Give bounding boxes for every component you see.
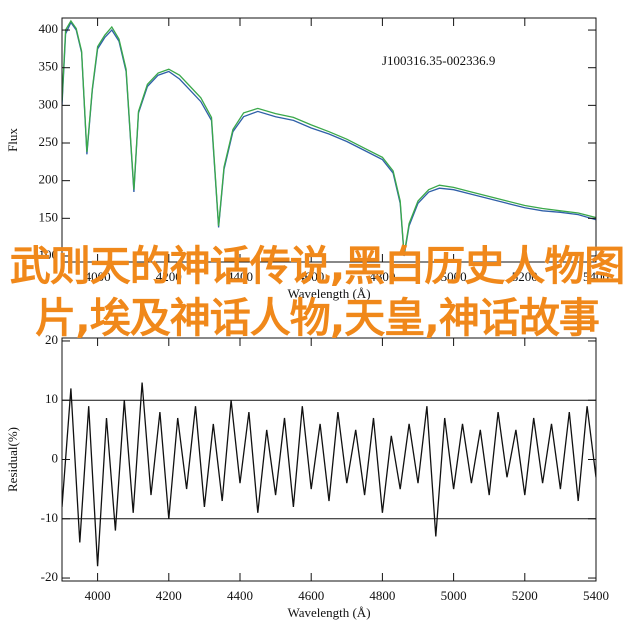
y-axis-label: Residual(%) xyxy=(5,427,20,492)
x-tick-label: 5200 xyxy=(512,588,538,603)
x-tick-label: 4600 xyxy=(298,269,324,284)
y-tick-label: 100 xyxy=(39,247,59,262)
y-tick-label: -20 xyxy=(41,569,58,584)
series-line xyxy=(62,19,596,255)
axes-frame xyxy=(61,337,597,582)
x-axis-label: Wavelength (Å) xyxy=(287,605,370,620)
x-tick-label: 4200 xyxy=(156,588,182,603)
y-tick-label: 300 xyxy=(39,96,59,111)
x-tick-label: 4000 xyxy=(85,269,111,284)
y-axis-label: Flux xyxy=(5,128,20,152)
x-tick-label: 4400 xyxy=(227,269,253,284)
y-tick-label: 0 xyxy=(52,450,59,465)
x-tick-label: 4400 xyxy=(227,588,253,603)
x-axis-label: Wavelength (Å) xyxy=(287,286,370,301)
axes-frame xyxy=(61,17,597,263)
x-tick-label: 4800 xyxy=(369,269,395,284)
y-tick-label: 250 xyxy=(39,134,59,149)
y-tick-label: 200 xyxy=(39,172,59,187)
plot-area xyxy=(62,19,596,257)
x-tick-label: 5200 xyxy=(512,269,538,284)
plot-area xyxy=(62,382,596,567)
overlay-title: 武则天的神话传说,黑白历史人物图片,埃及神话人物,天皇,神话故事 xyxy=(9,242,626,342)
x-tick-label: 5400 xyxy=(583,588,609,603)
annotation: J100316.35-002336.9 xyxy=(382,53,495,68)
series-line xyxy=(62,382,596,567)
y-tick-label: 10 xyxy=(45,391,58,406)
x-tick-label: 4200 xyxy=(156,269,182,284)
y-tick-label: 20 xyxy=(45,332,58,347)
x-tick-label: 5400 xyxy=(583,269,609,284)
x-tick-label: 5000 xyxy=(441,588,467,603)
y-tick-label: 400 xyxy=(39,21,59,36)
x-tick-label: 4000 xyxy=(85,588,111,603)
y-tick-label: 150 xyxy=(39,209,59,224)
x-tick-label: 4800 xyxy=(369,588,395,603)
x-tick-label: 4600 xyxy=(298,588,324,603)
x-tick-label: 5000 xyxy=(441,269,467,284)
y-tick-label: -10 xyxy=(41,510,58,525)
y-tick-label: 350 xyxy=(39,59,59,74)
series-line xyxy=(62,21,596,257)
